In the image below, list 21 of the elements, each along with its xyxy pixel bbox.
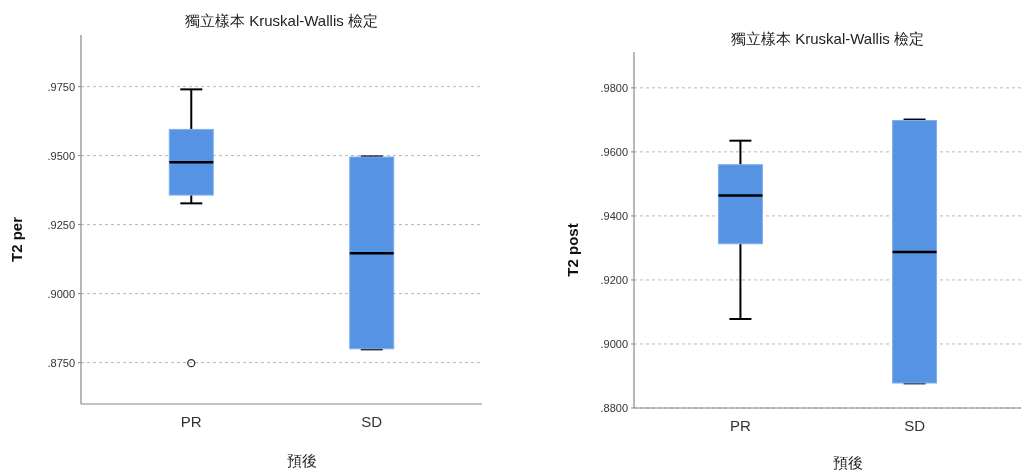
y-tick-label: .9500 <box>47 149 75 162</box>
y-tick-label: .9200 <box>600 273 628 286</box>
y-tick-label: .9000 <box>600 337 628 350</box>
y-tick-label: .9600 <box>600 145 628 158</box>
y-tick-label: .9000 <box>47 287 75 300</box>
y-tick-label: .8800 <box>600 402 628 414</box>
y-tick-label: .9400 <box>600 209 628 222</box>
y-axis-title: T2 per <box>8 216 25 263</box>
y-tick-label: .9750 <box>47 80 75 93</box>
y-tick-label: .9800 <box>600 81 628 94</box>
x-tick-label: SD <box>904 417 926 434</box>
y-axis-title: T2 post <box>564 223 581 277</box>
x-axis-title: 預後 <box>286 452 317 469</box>
x-tick-label: PR <box>730 417 752 434</box>
chart-title: 獨立樣本 Kruskal-Wallis 檢定 <box>185 12 378 29</box>
x-tick-label: SD <box>361 413 383 430</box>
y-tick-label: .8750 <box>47 356 75 369</box>
x-axis-title: 預後 <box>832 454 863 471</box>
x-tick-label: PR <box>180 413 202 430</box>
chart-title: 獨立樣本 Kruskal-Wallis 檢定 <box>731 30 924 47</box>
y-tick-label: .9250 <box>47 218 75 231</box>
